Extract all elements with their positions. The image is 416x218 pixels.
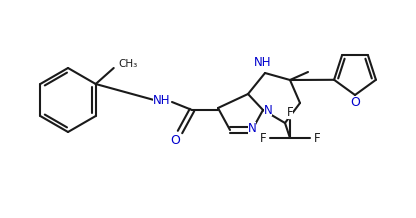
Text: CH₃: CH₃ <box>119 59 138 69</box>
Text: O: O <box>350 97 360 109</box>
Text: F: F <box>287 107 293 119</box>
Text: N: N <box>264 104 272 116</box>
Text: F: F <box>314 131 320 145</box>
Text: F: F <box>260 131 266 145</box>
Text: NH: NH <box>254 56 272 70</box>
Text: O: O <box>170 133 180 146</box>
Text: NH: NH <box>153 94 171 107</box>
Text: N: N <box>248 121 256 135</box>
